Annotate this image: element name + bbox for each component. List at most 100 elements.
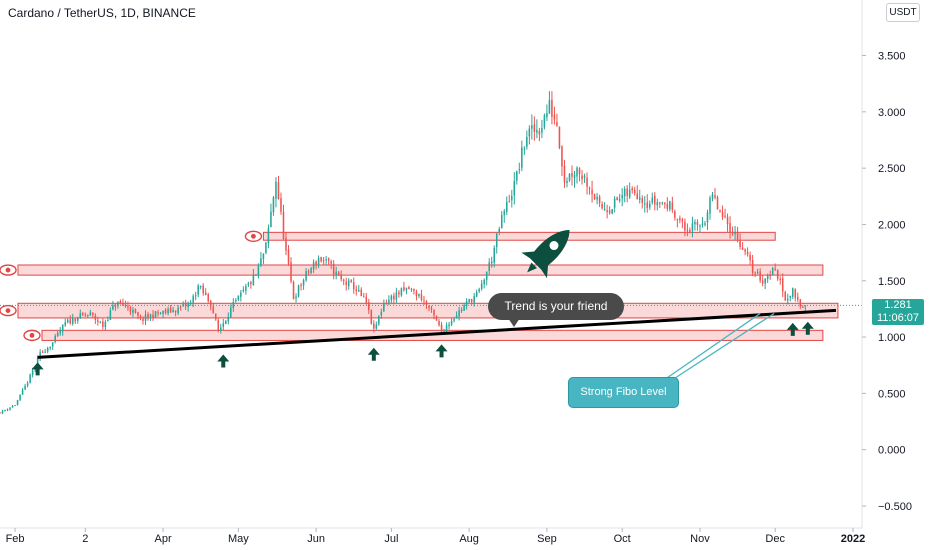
candle — [24, 383, 26, 391]
candle — [292, 280, 295, 300]
candle — [107, 316, 109, 322]
candle — [172, 306, 174, 313]
candle — [601, 201, 603, 210]
candle — [315, 260, 317, 270]
candle-body — [503, 211, 506, 216]
x-tick-label: Feb — [6, 533, 25, 545]
candle-body — [184, 302, 187, 307]
candle — [448, 321, 450, 330]
y-tick-label: 2.500 — [878, 163, 906, 175]
candle — [797, 292, 799, 303]
candle — [277, 175, 280, 200]
candle — [199, 285, 202, 290]
candle-body — [563, 165, 566, 183]
candle-body — [586, 177, 588, 187]
candle — [638, 189, 641, 204]
candle-body — [64, 322, 67, 326]
candle — [628, 182, 631, 199]
y-tick-label: 1.000 — [878, 332, 906, 344]
candle-body — [435, 315, 438, 321]
candle-body — [225, 320, 227, 324]
chart-title: Cardano / TetherUS, 1D, BINANCE — [8, 6, 196, 20]
candle — [342, 278, 345, 286]
eye-icon-pupil — [5, 267, 11, 273]
candle-body — [779, 278, 782, 280]
candle — [300, 282, 302, 291]
candle — [139, 314, 142, 321]
candle — [488, 258, 490, 276]
rocket-fin — [541, 262, 549, 279]
candle-body — [420, 294, 423, 301]
eye-icon[interactable] — [244, 230, 263, 242]
candle-body — [84, 314, 87, 316]
candle-body — [455, 315, 458, 319]
currency-selector[interactable]: USDT — [886, 3, 920, 22]
candle-body — [87, 315, 89, 317]
candle — [641, 195, 644, 209]
candle-body — [438, 320, 440, 326]
candle — [646, 194, 649, 213]
candle-body — [736, 231, 739, 240]
candle-body — [719, 209, 721, 212]
candle-body — [789, 295, 792, 298]
candle-body — [109, 310, 112, 321]
candle — [400, 287, 403, 297]
candle-body — [498, 229, 501, 233]
candle — [159, 311, 162, 315]
candle-body — [804, 305, 807, 307]
y-tick-label: 1.500 — [878, 276, 906, 288]
candle-body — [623, 188, 626, 197]
candle-body — [706, 212, 709, 223]
candle-body — [385, 303, 388, 305]
candle-body — [769, 275, 771, 277]
x-tick-label: Dec — [765, 533, 785, 545]
candle-body — [591, 189, 593, 195]
eye-icon[interactable] — [23, 329, 41, 342]
candle-body — [638, 197, 641, 200]
candle — [66, 317, 69, 324]
candle — [395, 287, 398, 304]
eye-icon[interactable] — [0, 264, 17, 276]
candle — [99, 320, 102, 324]
fibo-callout[interactable]: Strong Fibo Level — [568, 377, 679, 408]
candle-body — [561, 146, 563, 167]
candle-body — [781, 278, 784, 292]
candle — [714, 188, 716, 200]
x-tick-label: Jun — [307, 533, 325, 545]
candle-body — [413, 288, 415, 291]
trend-callout[interactable]: Trend is your friend — [488, 293, 624, 320]
candle — [659, 201, 661, 209]
candle-body — [282, 211, 285, 239]
candle — [586, 172, 588, 195]
candle-body — [756, 272, 759, 274]
candle — [227, 312, 230, 325]
candle-body — [260, 258, 262, 266]
candle — [621, 188, 623, 207]
candle — [664, 202, 666, 209]
candle — [398, 289, 400, 298]
arrow-up-icon — [217, 354, 230, 368]
candle — [357, 285, 360, 292]
y-tick-label: 2.000 — [878, 219, 906, 231]
candle-body — [794, 289, 797, 298]
candle-body — [92, 312, 94, 315]
candle-body — [460, 309, 463, 311]
candle-body — [548, 100, 551, 114]
candle — [576, 166, 578, 184]
candle — [415, 289, 418, 301]
candle-body — [636, 193, 639, 200]
candle — [362, 292, 365, 298]
candle-body — [352, 282, 355, 290]
candle-body — [347, 280, 350, 287]
candle — [786, 293, 789, 305]
eye-icon[interactable] — [0, 304, 17, 317]
candle — [799, 298, 802, 310]
candle — [408, 285, 410, 290]
candle — [490, 256, 493, 268]
candle-body — [799, 299, 802, 307]
candle — [255, 274, 257, 276]
candle-body — [621, 195, 623, 199]
candle-body — [237, 295, 240, 300]
candle-body — [613, 198, 616, 208]
